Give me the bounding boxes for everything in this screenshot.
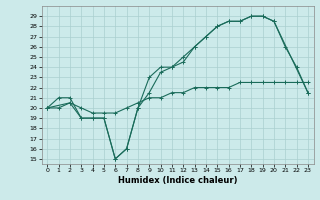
X-axis label: Humidex (Indice chaleur): Humidex (Indice chaleur): [118, 176, 237, 185]
